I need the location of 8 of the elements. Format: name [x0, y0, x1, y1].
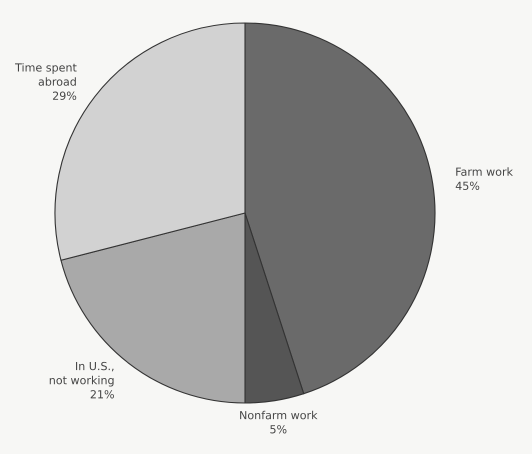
- data-label: 45%: [456, 182, 480, 190]
- data-label: 21%: [90, 390, 114, 398]
- slice-label: Time spent abroad: [15, 63, 77, 86]
- slice-label: Nonfarm work: [240, 410, 318, 420]
- data-label: 29%: [52, 92, 76, 100]
- slice-label: Farm work: [456, 167, 513, 176]
- slice-label: In U.S., not working: [50, 362, 114, 387]
- data-label: 5%: [270, 425, 286, 434]
